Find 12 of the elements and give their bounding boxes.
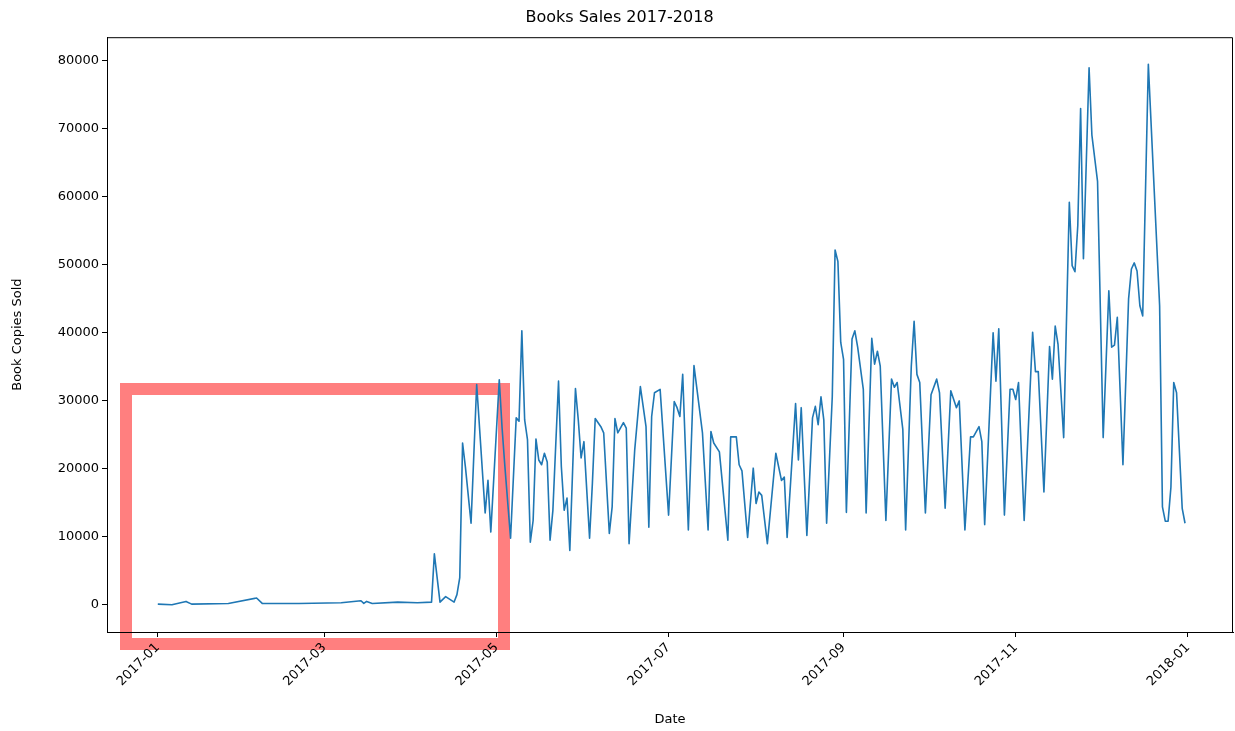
- y-tick-label: 0: [90, 596, 99, 612]
- x-axis-title: Date: [654, 710, 686, 726]
- y-tick-label: 40000: [57, 324, 99, 340]
- chart-title: Books Sales 2017-2018: [525, 6, 714, 26]
- y-tick-label: 80000: [57, 52, 99, 68]
- y-tick-label: 30000: [57, 392, 99, 408]
- y-axis-title: Book Copies Sold: [9, 278, 25, 391]
- y-tick-label: 70000: [57, 120, 99, 136]
- y-tick-label: 20000: [57, 460, 99, 476]
- y-tick-label: 50000: [57, 256, 99, 272]
- y-tick-label: 10000: [57, 528, 99, 544]
- y-tick-label: 60000: [57, 188, 99, 204]
